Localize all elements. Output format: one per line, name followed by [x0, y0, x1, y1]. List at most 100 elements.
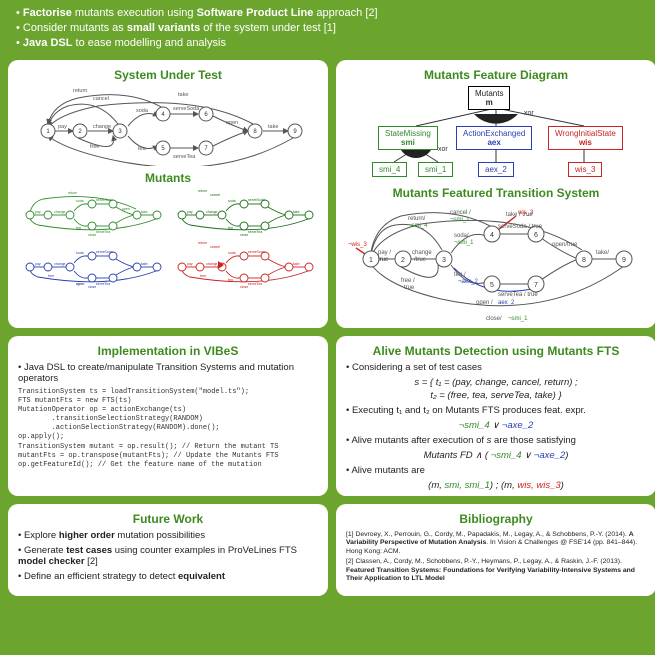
svg-text:tea: tea	[228, 278, 233, 282]
alive-b2: Executing t₁ and t₂ on Mutants FTS produ…	[346, 405, 646, 416]
svg-text:change: change	[93, 124, 111, 130]
future-b1: Explore higher order mutation possibilit…	[18, 530, 318, 541]
svg-text:open: open	[122, 207, 130, 211]
panel-future: Future Work Explore higher order mutatio…	[8, 504, 328, 596]
svg-text:close: close	[88, 233, 96, 237]
svg-text:free: free	[48, 274, 54, 278]
svg-text:soda: soda	[228, 251, 236, 255]
sut-graph: 123 456 789 paychangesoda teaserveSodase…	[18, 86, 318, 166]
bib-r1: [1] Devroey, X., Perrouin, G., Cordy, M.…	[346, 531, 646, 556]
svg-text:free: free	[90, 144, 99, 150]
alive-b1: Considering a set of test cases	[346, 362, 646, 373]
future-b2: Generate test cases using counter exampl…	[18, 545, 318, 567]
svg-text:serveTea: serveTea	[248, 282, 262, 286]
svg-text:pay: pay	[35, 210, 41, 214]
mutants-title: Mutants	[18, 171, 318, 185]
svg-text:tea: tea	[138, 146, 147, 152]
svg-text:¬aex_2: ¬aex_2	[458, 279, 479, 285]
svg-text:take: take	[293, 210, 300, 214]
svg-text:1: 1	[369, 257, 373, 264]
svg-text:change: change	[206, 210, 218, 214]
svg-text:tea: tea	[76, 226, 81, 230]
mutant-green: paychangesodateaserveSodaserveTeatakeclo…	[18, 189, 168, 237]
svg-text:serveTea: serveTea	[96, 230, 110, 234]
svg-text:take: take	[178, 92, 188, 98]
svg-text:tea: tea	[228, 226, 233, 230]
svg-text:serveSoda: serveSoda	[173, 106, 200, 112]
svg-text:close/: close/	[486, 316, 502, 322]
svg-text:cancel: cancel	[210, 193, 220, 197]
bib-title: Bibliography	[346, 512, 646, 527]
svg-text:soda: soda	[136, 108, 149, 114]
svg-text:true: true	[404, 285, 415, 291]
svg-text:close: close	[88, 285, 96, 289]
svg-text:3: 3	[442, 257, 446, 264]
fd-title: Mutants Feature Diagram	[346, 68, 646, 82]
svg-text:cancel: cancel	[210, 245, 220, 249]
svg-text:cancel: cancel	[93, 96, 109, 102]
impl-b1: Java DSL to create/manipulate Transition…	[18, 362, 318, 384]
svg-text:true: true	[378, 257, 389, 263]
mutants-grid: pay change soda tea serveSoda serveTea take clo…	[18, 189, 318, 289]
svg-text:soda: soda	[76, 199, 84, 203]
svg-text:5: 5	[490, 282, 494, 289]
mutant-red: paychangesodateaserveSodaserveTeatakeclo…	[170, 241, 320, 289]
svg-text:close: close	[240, 233, 248, 237]
bib-r2: [2] Classen, A., Cordy, M., Schobbens, P…	[346, 558, 646, 583]
svg-text:soda/: soda/	[454, 233, 469, 239]
svg-text:serveTea / true: serveTea / true	[498, 292, 538, 298]
svg-text:cancel /: cancel /	[450, 210, 471, 216]
svg-text:change: change	[206, 262, 218, 266]
svg-text:¬smi_1: ¬smi_1	[508, 316, 528, 322]
svg-text:tea /: tea /	[454, 272, 466, 278]
svg-text:6: 6	[534, 232, 538, 239]
alive-eq4: Mutants FD ∧ ( ¬smi_4 ∨ ¬axe_2)	[424, 450, 569, 461]
svg-text:serveSoda: serveSoda	[248, 250, 265, 254]
svg-text:¬wis_3: ¬wis_3	[348, 242, 368, 248]
svg-text:serveSoda: serveSoda	[248, 198, 265, 202]
svg-text:free /: free /	[401, 278, 415, 284]
svg-text:return: return	[198, 241, 207, 245]
svg-text:change: change	[54, 262, 66, 266]
panel-bib: Bibliography [1] Devroey, X., Perrouin, …	[336, 504, 655, 596]
svg-text:open: open	[226, 120, 238, 126]
svg-text:take: take	[141, 210, 148, 214]
svg-text:¬smi_1: ¬smi_1	[450, 217, 470, 223]
mutant-darkgreen: paychangesodateaserveSodaserveTeatakeclo…	[170, 189, 320, 237]
svg-text:soda: soda	[228, 199, 236, 203]
svg-text:aex_2: aex_2	[498, 300, 515, 306]
svg-text:return: return	[198, 189, 207, 193]
alive-eq2: t₂ = (free, tea, serveTea, take) }	[430, 390, 561, 401]
svg-text:open /: open /	[476, 300, 493, 306]
svg-text:¬smi_4: ¬smi_4	[408, 223, 428, 229]
alive-eq1: s = { t₁ = (pay, change, cancel, return)…	[414, 377, 577, 388]
svg-text:take: take	[268, 124, 278, 130]
svg-text:pay: pay	[58, 124, 67, 130]
svg-text:take: take	[293, 262, 300, 266]
sut-title: System Under Test	[18, 68, 318, 82]
feature-diagram: Mutantsm xor StateMissingsmi xor ActionE…	[346, 86, 646, 182]
svg-text:8: 8	[582, 257, 586, 264]
svg-text:/true: /true	[414, 257, 427, 263]
svg-text:open/true: open/true	[552, 242, 578, 248]
svg-text:close: close	[240, 285, 248, 289]
panel-impl: Implementation in VIBeS Java DSL to crea…	[8, 336, 328, 496]
panel-fd-fts: Mutants Feature Diagram Mutantsm xor Sta…	[336, 60, 655, 328]
svg-text:serveTea: serveTea	[173, 154, 196, 160]
fts-graph: 123 456 789 pay /true change/true soda/¬…	[346, 204, 646, 324]
svg-text:2: 2	[401, 257, 405, 264]
svg-text:serveSoda: serveSoda	[96, 250, 113, 254]
svg-text:pay: pay	[35, 262, 41, 266]
svg-text:7: 7	[534, 282, 538, 289]
svg-text:pay: pay	[187, 210, 193, 214]
alive-eq5: (m, smi, smi_1) ; (m, wis, wis_3)	[428, 480, 564, 491]
svg-text:take/: take/	[596, 250, 609, 256]
alive-b4: Alive mutants are	[346, 465, 646, 476]
alive-b3: Alive mutants after execution of s are t…	[346, 435, 646, 446]
svg-text:change: change	[54, 210, 66, 214]
alive-eq3: ¬smi_4 ∨ ¬axe_2	[459, 420, 534, 431]
svg-text:4: 4	[490, 232, 494, 239]
svg-text:open: open	[76, 282, 84, 286]
intro-b2: Consider mutants as small variants of th…	[16, 22, 639, 34]
svg-text:return/: return/	[408, 216, 426, 222]
